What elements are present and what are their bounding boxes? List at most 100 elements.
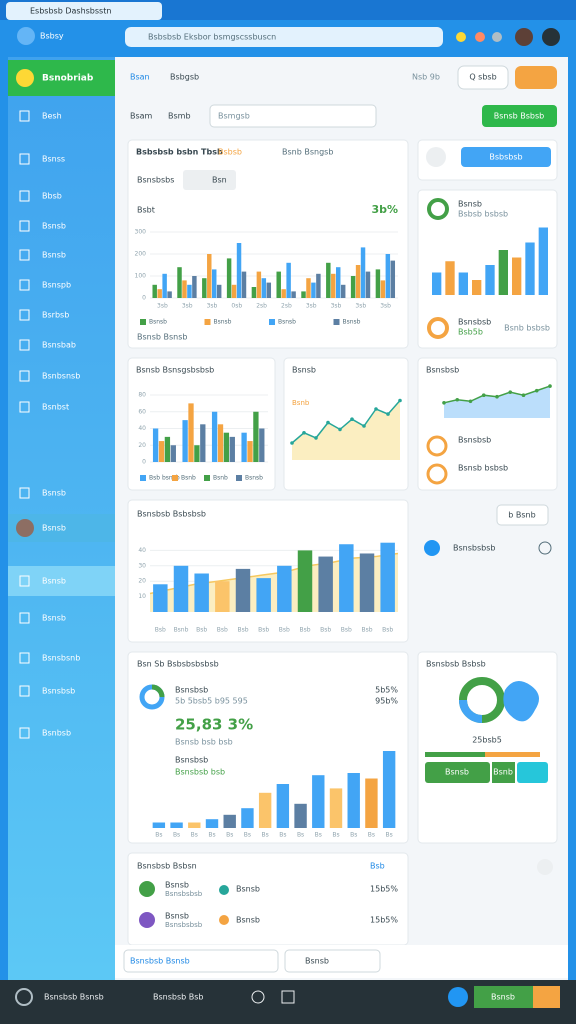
label: Bsnsb bbox=[165, 912, 189, 921]
bar bbox=[207, 254, 212, 298]
x-tick-label: 0sb bbox=[231, 303, 242, 310]
legend-swatch bbox=[269, 319, 275, 325]
nav-icon bbox=[19, 110, 30, 122]
point bbox=[350, 417, 354, 422]
nav-item: Bsnsb bbox=[42, 577, 66, 586]
point bbox=[302, 431, 306, 435]
nav-item: Bsnsbsb bbox=[42, 687, 75, 696]
button-label: Bsbsbsb bbox=[489, 153, 522, 162]
bar bbox=[301, 291, 306, 298]
area bbox=[292, 400, 400, 460]
task-icon[interactable] bbox=[448, 987, 468, 1007]
button[interactable] bbox=[492, 762, 515, 783]
bar bbox=[157, 289, 162, 298]
ring-icon bbox=[426, 463, 448, 485]
info-icon[interactable] bbox=[538, 541, 552, 555]
x-tick-label: Bs bbox=[173, 832, 180, 839]
nav-icon bbox=[19, 249, 30, 261]
button[interactable] bbox=[517, 762, 548, 783]
card-title: Bsnsbsb Bsbsn bbox=[137, 862, 197, 871]
bar bbox=[235, 568, 251, 612]
bar bbox=[485, 265, 495, 295]
point bbox=[495, 394, 499, 399]
search-box[interactable] bbox=[284, 949, 381, 973]
card-title: Bsnsbsb bbox=[426, 366, 459, 375]
side-button[interactable] bbox=[461, 147, 551, 167]
x-tick-label: Bs bbox=[226, 832, 233, 839]
point bbox=[374, 407, 378, 411]
bar bbox=[276, 784, 290, 828]
search-button[interactable] bbox=[457, 65, 509, 90]
nav-item: Bsnbsb bbox=[42, 729, 71, 738]
legend-label: Bsnsb bbox=[214, 319, 232, 326]
address-bar[interactable] bbox=[125, 27, 443, 47]
nav-icon bbox=[19, 575, 30, 587]
bar bbox=[380, 542, 395, 612]
bar bbox=[251, 287, 257, 298]
ext-icon[interactable] bbox=[492, 32, 502, 42]
nav-item: Besh bbox=[42, 112, 62, 121]
tab-chip[interactable] bbox=[183, 170, 236, 190]
bar bbox=[167, 291, 172, 298]
back-label: Bsbsy bbox=[40, 32, 64, 41]
label: 25bsb5 bbox=[472, 736, 502, 745]
label: Bsnsb bsbsb bbox=[458, 464, 508, 473]
action-button[interactable] bbox=[482, 105, 557, 127]
select[interactable] bbox=[209, 104, 377, 128]
bar bbox=[164, 436, 171, 462]
nav-item: Bsnss bbox=[42, 155, 65, 164]
bar bbox=[256, 271, 262, 298]
bar bbox=[258, 792, 272, 828]
nav-item: Bsnsbab bbox=[42, 341, 76, 350]
avatar[interactable] bbox=[515, 28, 533, 46]
label: 95b% bbox=[375, 697, 398, 706]
bar bbox=[182, 280, 187, 298]
label: 15b5% bbox=[370, 916, 398, 925]
small-button[interactable] bbox=[496, 504, 549, 526]
settings-button[interactable] bbox=[515, 66, 557, 89]
area bbox=[444, 386, 550, 418]
legend-label: Bsnsb bbox=[149, 319, 167, 326]
line bbox=[149, 552, 399, 595]
y-tick-label: 60 bbox=[138, 408, 146, 415]
nav-icon bbox=[19, 339, 30, 351]
task-icon[interactable] bbox=[15, 988, 33, 1006]
back-button[interactable] bbox=[17, 27, 35, 45]
ext-icon[interactable] bbox=[456, 32, 466, 42]
nav-item: Bsnbst bbox=[42, 403, 69, 412]
x-tick-label: 3sb bbox=[157, 303, 168, 310]
ext-icon[interactable] bbox=[475, 32, 485, 42]
x-tick-label: Bs bbox=[297, 832, 304, 839]
y-tick-label: 80 bbox=[138, 392, 146, 399]
legend-label: Bsnsb bbox=[343, 319, 361, 326]
y-tick-label: 0 bbox=[142, 459, 146, 466]
x-tick-label: Bs bbox=[155, 832, 162, 839]
icon-button[interactable] bbox=[426, 147, 446, 167]
bar bbox=[247, 441, 253, 462]
bar bbox=[266, 282, 272, 298]
task-icon[interactable] bbox=[281, 990, 295, 1004]
task-icon[interactable] bbox=[251, 990, 265, 1004]
card bbox=[127, 357, 276, 491]
search-box[interactable] bbox=[123, 949, 279, 973]
nav-icon bbox=[19, 652, 30, 664]
row-icon bbox=[219, 915, 229, 925]
legend-swatch bbox=[140, 319, 146, 325]
bar bbox=[326, 262, 331, 298]
y-tick-label: 20 bbox=[138, 442, 146, 449]
donut-icon bbox=[151, 684, 165, 698]
bar bbox=[241, 808, 254, 828]
avatar[interactable] bbox=[542, 28, 560, 46]
button[interactable] bbox=[425, 762, 490, 783]
task-button[interactable] bbox=[474, 986, 533, 1008]
task-button[interactable] bbox=[533, 986, 560, 1008]
tab[interactable] bbox=[6, 2, 162, 20]
bar bbox=[200, 424, 206, 462]
icon-button[interactable] bbox=[537, 859, 553, 875]
bar bbox=[445, 261, 455, 295]
tab: Bsan bbox=[130, 73, 150, 82]
ring-icon bbox=[426, 435, 448, 457]
bar bbox=[173, 565, 189, 612]
label: Bsmb bbox=[168, 112, 191, 121]
ring-icon bbox=[427, 317, 449, 339]
